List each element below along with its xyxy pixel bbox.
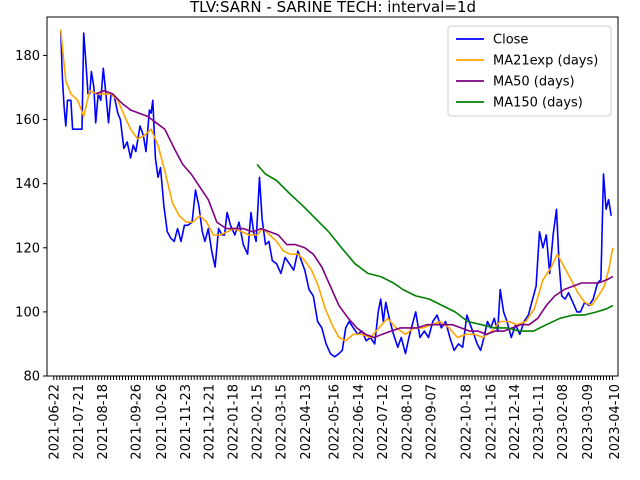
x-axis: 2021-06-22 2021-07-21 2021-08-18 2021-09-26… (47, 376, 623, 460)
legend-box (447, 25, 612, 117)
x-tick-label: 2021-12-21 (203, 384, 218, 460)
y-tick-label: 160 (15, 113, 40, 128)
x-tick-label: 2022-02-15 (250, 384, 265, 460)
x-tick-label: 2021-08-18 (96, 384, 111, 460)
x-tick-label: 2022-01-18 (227, 384, 242, 460)
series-layer (59, 29, 614, 358)
series-line-2 (59, 29, 614, 342)
y-tick-label: 120 (15, 241, 40, 256)
y-tick-label: 180 (15, 49, 40, 64)
series-line-4 (256, 163, 614, 332)
x-tick-label: 2022-08-10 (401, 384, 416, 460)
x-tick-label: 2021-09-26 (129, 384, 144, 460)
x-tick-label: 2021-10-26 (155, 384, 170, 460)
x-tick-label: 2022-09-07 (425, 384, 440, 460)
x-tick-label: 2023-04-10 (608, 384, 623, 460)
x-tick-label: 2021-11-23 (179, 384, 194, 460)
plot-frame (46, 16, 619, 377)
legend-label: MA21exp (days) (493, 54, 598, 69)
x-tick-label: 2023-03-09 (581, 384, 596, 460)
legend-label: MA150 (days) (493, 96, 583, 111)
x-tick-label: 2022-10-18 (460, 384, 475, 460)
x-tick-label: 2022-06-14 (352, 384, 367, 460)
x-tick-label: 2022-04-13 (299, 384, 314, 460)
y-axis: 80 100 120 140 160 180 (15, 49, 47, 385)
x-tick-label: 2022-05-16 (327, 384, 342, 460)
x-tick-label: 2021-07-21 (72, 384, 87, 460)
y-tick-label: 80 (23, 370, 40, 385)
y-tick-label: 140 (15, 177, 40, 192)
series-line-3 (95, 89, 614, 339)
y-tick-label: 100 (15, 305, 40, 320)
chart-title: TLV:SARN - SARINE TECH: interval=1d (189, 0, 476, 16)
x-tick-label: 2022-12-14 (508, 384, 523, 460)
legend-label: MA50 (days) (493, 75, 575, 90)
x-tick-label: 2021-06-22 (47, 384, 62, 460)
x-tick-label: 2023-02-08 (556, 384, 571, 460)
x-tick-label: 2023-01-11 (532, 384, 547, 460)
x-tick-label: 2022-11-16 (484, 384, 499, 460)
legend-label: Close (493, 33, 528, 48)
legend: Close MA21exp (days) MA50 (days) MA150 (day… (447, 25, 612, 117)
x-tick-label: 2022-07-12 (376, 384, 391, 460)
x-tick-label: 2022-03-15 (274, 384, 289, 460)
